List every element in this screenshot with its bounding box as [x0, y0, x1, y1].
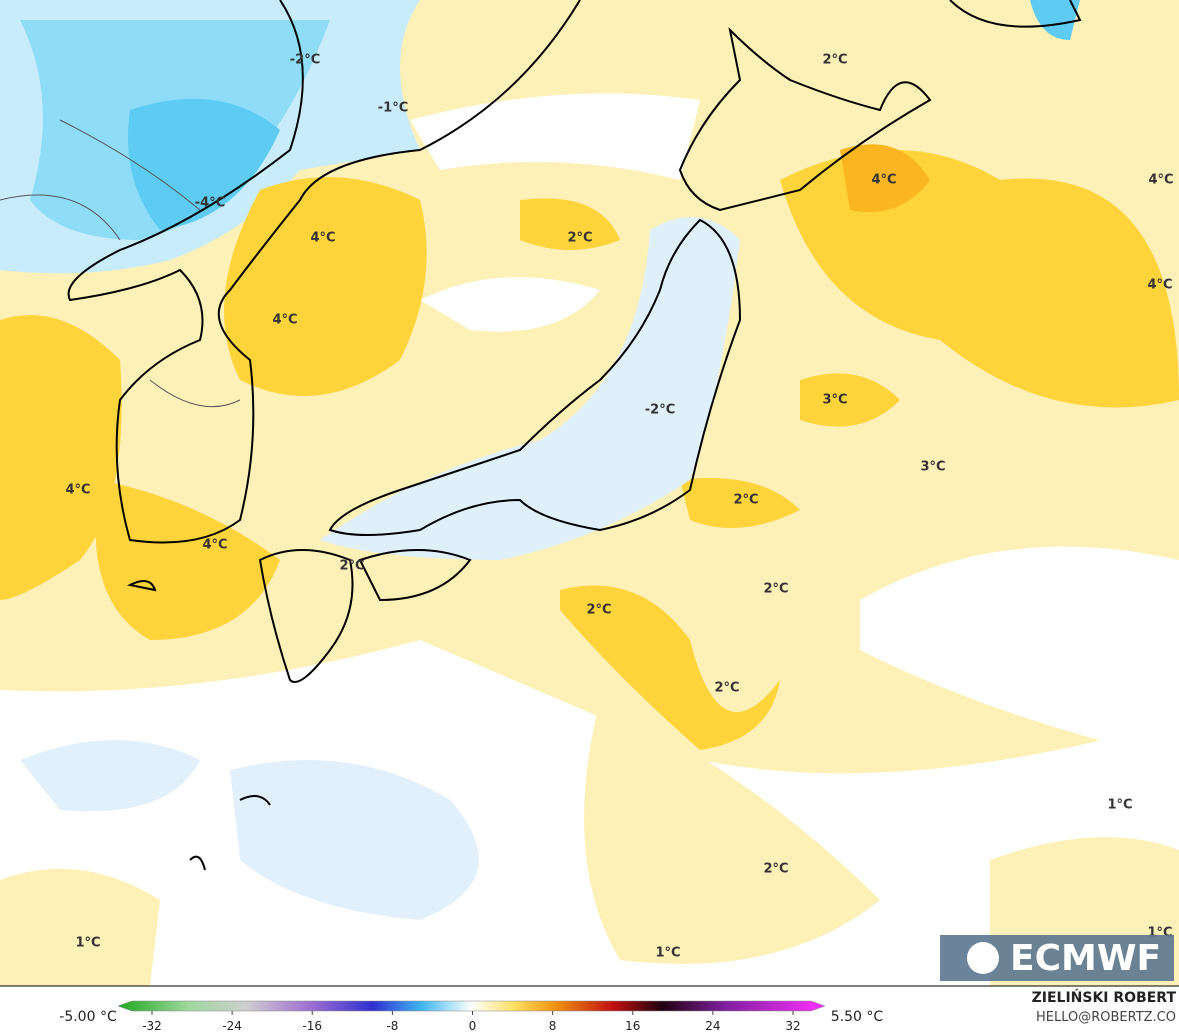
logo-text: ECMWF	[1010, 938, 1161, 979]
contour-label: -2°C	[645, 403, 675, 418]
colorbar-tick-label: -16	[302, 1019, 322, 1033]
contour-label: 1°C	[75, 936, 100, 951]
colorbar-tick-label: 8	[549, 1019, 557, 1033]
contour-label: 3°C	[822, 393, 847, 408]
colorbar: -5.00 °C 5.50 °C -32 -24 -16 -8 0 8 16 24 32	[59, 1000, 884, 1033]
colorbar-tick-label: -32	[142, 1019, 162, 1033]
contour-label: 2°C	[763, 862, 788, 877]
contour-label: -1°C	[378, 101, 408, 116]
contour-label: 2°C	[586, 603, 611, 618]
contour-label: 1°C	[655, 946, 680, 961]
colorbar-tick-label: -8	[386, 1019, 398, 1033]
colorbar-max: 5.50 °C	[831, 1009, 884, 1025]
contour-label: 4°C	[1148, 173, 1173, 188]
logo: ECMWF	[940, 935, 1174, 981]
logo-icon	[967, 942, 999, 974]
colorbar-tick-label: -24	[222, 1019, 242, 1033]
contour-label: 4°C	[65, 483, 90, 498]
contour-label: 4°C	[871, 173, 896, 188]
contour-label: 2°C	[763, 582, 788, 597]
colorbar-bar	[117, 1000, 826, 1012]
colorbar-min: -5.00 °C	[59, 1009, 117, 1025]
colorbar-tick-label: 16	[625, 1019, 640, 1033]
contour-label: 2°C	[339, 559, 364, 574]
contour-label: 3°C	[920, 460, 945, 475]
contour-label: 4°C	[272, 313, 297, 328]
contour-label: 2°C	[714, 681, 739, 696]
author: ZIELIŃSKI ROBERT	[1032, 988, 1177, 1006]
colorbar-tick-label: 32	[785, 1019, 800, 1033]
contour-label: 2°C	[733, 493, 758, 508]
contour-label: -2°C	[290, 53, 320, 68]
colorbar-tick-label: 24	[705, 1019, 720, 1033]
map	[0, 0, 1179, 986]
contour-label: 4°C	[1147, 278, 1172, 293]
contour-label: 2°C	[822, 53, 847, 68]
contour-label: 4°C	[310, 231, 335, 246]
contour-label: 4°C	[202, 538, 227, 553]
contact: HELLO@ROBERTZ.CO	[1036, 1010, 1176, 1025]
contour-label: -4°C	[195, 196, 225, 211]
colorbar-tick-label: 0	[469, 1019, 477, 1033]
contour-label: 2°C	[567, 231, 592, 246]
contour-labels: -2°C -1°C 2°C 4°C 4°C -4°C 4°C 2°C 4°C 4…	[65, 53, 1173, 961]
contour-label: 1°C	[1107, 798, 1132, 813]
